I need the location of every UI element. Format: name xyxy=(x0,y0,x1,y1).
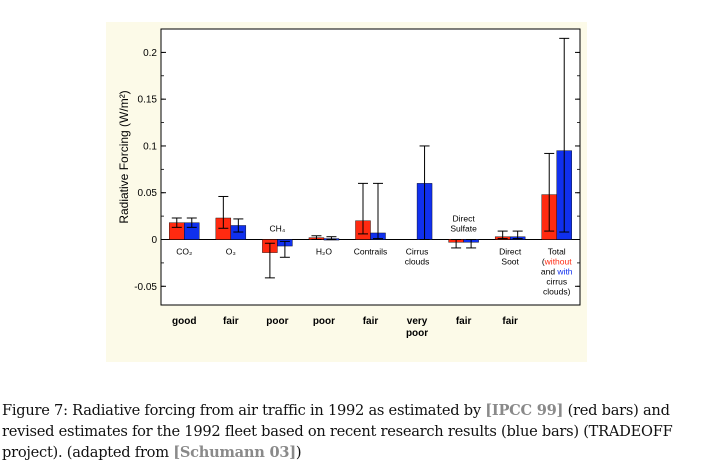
category-label: Soot xyxy=(501,257,519,267)
category-label: Direct xyxy=(499,247,522,257)
category-label-detail: (without xyxy=(542,257,572,267)
category-label: Contrails xyxy=(354,247,388,257)
category-label: CO₂ xyxy=(176,247,192,257)
category-label: Sulfate xyxy=(450,224,477,234)
quality-label: very xyxy=(407,316,428,327)
citation-link-schumann[interactable]: [Schumann 03] xyxy=(173,443,296,461)
y-tick-label: 0.05 xyxy=(138,188,158,199)
quality-label: poor xyxy=(313,316,335,327)
caption-text-3: ) xyxy=(295,443,302,461)
category-label-detail: and with xyxy=(541,267,573,277)
category-label: Direct xyxy=(453,214,476,224)
y-tick-label: 0.2 xyxy=(143,48,157,59)
category-label: Cirrus xyxy=(406,247,429,257)
caption-text-1: Figure 7: Radiative forcing from air tra… xyxy=(2,401,486,419)
plot-area xyxy=(160,28,581,306)
figure-panel: -0.05 0 0.05 0.1 0.15 0.2 Radiative Forcing (W… xyxy=(106,22,587,362)
category-label-detail: cirrus xyxy=(546,277,567,287)
quality-label: fair xyxy=(502,316,518,327)
y-tick-label: 0 xyxy=(151,235,157,246)
quality-label: fair xyxy=(456,316,472,327)
figure-caption: Figure 7: Radiative forcing from air tra… xyxy=(2,400,707,463)
y-tick-label: 0.1 xyxy=(143,141,157,152)
radiative-forcing-chart: -0.05 0 0.05 0.1 0.15 0.2 Radiative Forcing (W… xyxy=(117,28,581,339)
y-tick-label: -0.05 xyxy=(134,282,157,293)
category-label: O₃ xyxy=(226,247,236,257)
quality-label: poor xyxy=(266,316,288,327)
y-axis-label: Radiative Forcing (W/m²) xyxy=(117,90,131,223)
quality-label: fair xyxy=(223,316,239,327)
citation-link-ipcc[interactable]: [IPCC 99] xyxy=(485,401,564,419)
quality-label: fair xyxy=(363,316,379,327)
quality-label: poor xyxy=(406,328,428,339)
category-label: clouds xyxy=(405,257,430,267)
category-label: CH₄ xyxy=(270,224,286,234)
quality-label: good xyxy=(172,316,196,327)
y-tick-label: 0.15 xyxy=(138,95,158,106)
category-label-detail: clouds) xyxy=(543,287,571,297)
category-label: H₂O xyxy=(316,247,332,257)
category-label: Total xyxy=(548,247,566,257)
